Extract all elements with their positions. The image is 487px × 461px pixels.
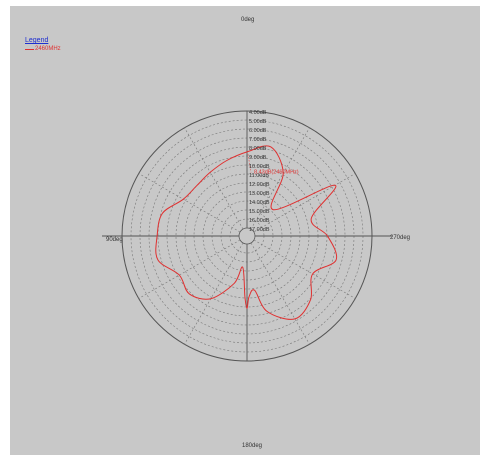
radial-tick-label: 14.00dB: [249, 200, 270, 206]
legend: Legend 2460MHz: [25, 37, 61, 53]
chart-labels: 4.00dB 5.00dB 6.00dB 7.00dB 8.00dB 9.00dB 10.0…: [106, 17, 410, 449]
series-trace-2460mhz: [155, 145, 338, 320]
marker-leader: [247, 154, 252, 173]
radial-tick-label: 8.00dB: [249, 146, 267, 152]
radial-tick-label: 13.00dB: [249, 191, 270, 197]
grid-spoke: [184, 242, 244, 345]
radial-tick-label: 10.00dB: [249, 164, 270, 170]
radial-tick-label: 5.00dB: [249, 119, 267, 125]
polar-grid: [102, 110, 392, 362]
grid-spoke: [138, 173, 241, 233]
legend-entry: 2460MHz: [25, 45, 61, 53]
angle-label: 90deg: [106, 237, 123, 243]
angle-label: 0deg: [241, 17, 254, 23]
radial-tick-label: 15.00dB: [249, 209, 270, 215]
legend-entry-label: 2460MHz: [35, 46, 61, 52]
legend-swatch: [25, 48, 34, 50]
radial-tick-label: 9.00dB: [249, 155, 267, 161]
grid-spoke: [253, 239, 356, 299]
angle-label: 270deg: [390, 235, 410, 241]
chart-panel: 4.00dB 5.00dB 6.00dB 7.00dB 8.00dB 9.00dB 10.0…: [10, 6, 480, 455]
grid-spoke: [250, 242, 310, 345]
radial-tick-label: 6.00dB: [249, 128, 267, 134]
angle-label: 180deg: [242, 443, 262, 449]
polar-chart: 4.00dB 5.00dB 6.00dB 7.00dB 8.00dB 9.00dB 10.0…: [102, 17, 410, 449]
trace-layer: [155, 145, 338, 320]
radial-tick-label: 11.00dB: [249, 173, 269, 179]
grid-spoke: [250, 127, 310, 230]
radial-tick-label: 7.00dB: [249, 137, 267, 143]
grid-spoke: [138, 239, 241, 299]
radial-tick-label: 12.00dB: [249, 182, 270, 188]
legend-title: Legend: [25, 37, 49, 44]
radial-tick-label: 4.00dB: [249, 110, 267, 116]
radial-tick-label: 17.00dB: [249, 227, 270, 233]
grid-spoke: [184, 127, 244, 230]
grid-spoke: [253, 173, 356, 233]
marker-label: 8.43dB(2460MHz): [254, 170, 299, 176]
radial-tick-label: 16.00dB: [249, 218, 270, 224]
